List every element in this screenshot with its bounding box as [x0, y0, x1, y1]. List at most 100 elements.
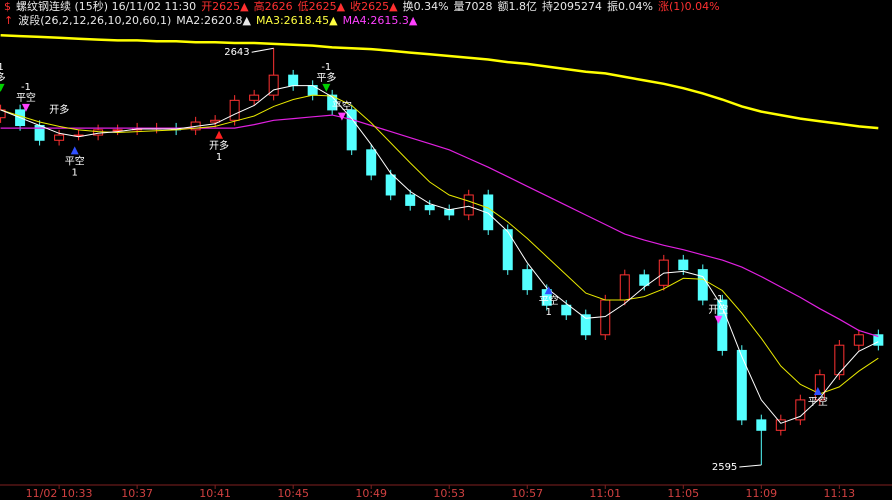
- extreme-leader: [251, 47, 274, 53]
- x-tick-label: 11:01: [589, 487, 621, 500]
- signal-label: 开多: [49, 103, 69, 116]
- candle-body: [600, 299, 611, 336]
- signal-label: 1: [72, 167, 78, 178]
- header-item: 涨(1)0.04%: [658, 0, 720, 13]
- signal-label: 平空: [65, 154, 85, 167]
- signal-label: 平空: [808, 395, 828, 408]
- candle-body: [736, 349, 747, 421]
- header-row: ↑ 波段(26,2,12,26,10,20,60,1) MA2:2620.8▲ MA3…: [4, 14, 417, 28]
- candle-body: [873, 334, 884, 346]
- header-item: 波段(26,2,12,26,10,20,60,1): [18, 14, 172, 27]
- indicator-line: [0, 94, 879, 395]
- x-tick-label: 10:49: [355, 487, 387, 500]
- candle-body: [678, 259, 689, 271]
- x-tick-label: 10:37: [121, 487, 153, 500]
- candle-body: [346, 109, 357, 151]
- candle-body: [756, 419, 767, 431]
- x-tick-label: 11:05: [667, 487, 699, 500]
- signal-label: 1: [0, 62, 4, 73]
- candle-body: [268, 74, 279, 96]
- candle-body: [112, 129, 123, 132]
- header-row: $ 螺纹钢连续 (15秒) 16/11/02 11:30 开2625▲ 高2626 低2…: [4, 0, 720, 14]
- signal-label: 1: [546, 307, 552, 318]
- candle-body: [0, 109, 6, 119]
- header-item: MA3:2618.45▲: [255, 14, 338, 27]
- signal-label: 平多: [316, 71, 336, 84]
- header-item: MA4:2615.3▲: [342, 14, 418, 27]
- x-tick-label: 11:13: [823, 487, 855, 500]
- signal-arrow: [714, 315, 723, 324]
- candle-body: [639, 274, 650, 286]
- header-item: 开2625▲: [201, 0, 249, 13]
- signal-arrow: [544, 286, 553, 295]
- x-tick-label: 11:09: [745, 487, 777, 500]
- x-tick-label: 11/02 10:33: [26, 487, 93, 500]
- candle-body: [54, 134, 65, 141]
- header-item: 换0.34%: [402, 0, 449, 13]
- extreme-label: 2643: [224, 47, 249, 58]
- indicator-line: [0, 85, 879, 424]
- candle-body: [424, 204, 435, 211]
- candle-body: [619, 274, 630, 301]
- candle-body: [522, 269, 533, 291]
- header-item: 量7028: [453, 0, 493, 13]
- x-tick-label: 10:45: [277, 487, 309, 500]
- x-tick-label: 10:53: [433, 487, 465, 500]
- signal-arrow: [70, 146, 79, 155]
- x-tick-label: 10:41: [199, 487, 231, 500]
- header-item: $: [4, 0, 11, 13]
- header-item: 低2625▲: [297, 0, 346, 13]
- candle-body: [366, 149, 377, 176]
- signal-label: 开空: [708, 303, 728, 316]
- candle-body: [795, 399, 806, 421]
- signal-arrow: [0, 83, 5, 92]
- signal-arrow: [813, 386, 822, 395]
- signal-label: 多: [0, 71, 6, 84]
- extreme-leader: [739, 464, 762, 468]
- header-item: 振0.04%: [607, 0, 653, 13]
- indicator-line: [0, 114, 879, 338]
- candle-body: [483, 194, 494, 231]
- candle-body: [834, 344, 845, 376]
- signal-label: 平空: [539, 294, 559, 307]
- candle-body: [229, 99, 240, 121]
- indicator-line: [0, 33, 879, 130]
- candle-body: [463, 194, 474, 216]
- signal-label: 1: [216, 152, 222, 163]
- candle-body: [288, 74, 299, 87]
- x-tick-label: 10:57: [511, 487, 543, 500]
- candle-body: [853, 334, 864, 346]
- signal-arrow: [337, 112, 346, 121]
- candle-body: [580, 314, 591, 336]
- candle-body: [541, 289, 552, 306]
- signal-label: -1: [713, 294, 723, 305]
- candle-body: [775, 419, 786, 431]
- signal-label: -1: [321, 62, 331, 73]
- candle-body: [814, 374, 825, 401]
- candle-body: [697, 269, 708, 301]
- candle-body: [717, 299, 728, 351]
- extreme-label: 2595: [712, 462, 737, 473]
- signal-arrow: [21, 103, 30, 112]
- signal-label: 平空: [332, 100, 352, 113]
- header-item: ↑: [4, 14, 14, 27]
- signal-label: 平空: [16, 91, 36, 104]
- candle-body: [502, 229, 513, 271]
- candle-body: [405, 194, 416, 206]
- header-item: MA2:2620.8▲: [176, 14, 251, 27]
- header-item: 收2625▲: [350, 0, 398, 13]
- candle-body: [561, 304, 572, 316]
- signal-arrow: [215, 130, 224, 139]
- signal-label: -1: [21, 82, 31, 93]
- header-item: 持2095274: [542, 0, 603, 13]
- header-item: 螺纹钢连续 (15秒) 16/11/02 11:30: [16, 0, 197, 13]
- signal-arrow: [322, 83, 331, 92]
- candle-body: [444, 209, 455, 216]
- signal-label: 开多: [209, 139, 229, 152]
- candle-body: [249, 94, 260, 101]
- header-item: 高2626: [253, 0, 293, 13]
- header-item: 额1.8亿: [497, 0, 538, 13]
- candle-body: [385, 174, 396, 196]
